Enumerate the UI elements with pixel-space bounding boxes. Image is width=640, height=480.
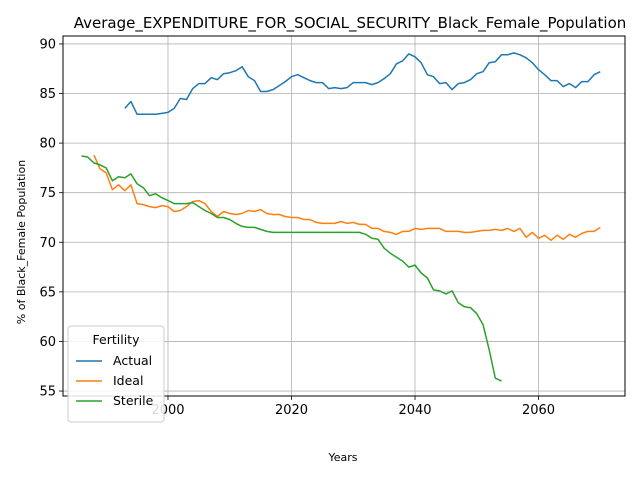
y-tick-label: 85 xyxy=(39,87,56,102)
x-tick-label: 2040 xyxy=(398,403,431,418)
legend-label-ideal: Ideal xyxy=(113,373,143,388)
y-tick-label: 90 xyxy=(39,37,56,52)
y-tick-label: 65 xyxy=(39,285,56,300)
y-tick-label: 70 xyxy=(39,236,56,251)
chart-title: Average_EXPENDITURE_FOR_SOCIAL_SECURITY_… xyxy=(74,14,627,33)
y-tick-label: 80 xyxy=(39,137,56,152)
series-lines xyxy=(81,52,601,382)
y-tick-label: 75 xyxy=(39,186,56,201)
y-axis-ticks: 55 60 65 70 75 80 85 90 xyxy=(39,37,63,400)
y-axis-label: % of Black_Female Population xyxy=(15,160,28,324)
series-line-sterile xyxy=(81,155,502,382)
x-axis-label: Years xyxy=(327,451,357,464)
plot-frame xyxy=(62,35,626,397)
legend-label-actual: Actual xyxy=(113,353,152,368)
y-tick-label: 60 xyxy=(39,335,56,350)
x-tick-label: 2060 xyxy=(522,403,555,418)
series-line-ideal xyxy=(93,154,601,242)
series-line-actual xyxy=(124,52,601,116)
x-tick-label: 2020 xyxy=(275,403,308,418)
legend-label-sterile: Sterile xyxy=(113,393,154,408)
x-axis-ticks: 2000 2020 2040 2060 xyxy=(151,396,555,418)
y-tick-label: 55 xyxy=(39,385,56,400)
legend-box xyxy=(67,325,165,423)
legend: Fertility Actual Ideal Sterile xyxy=(67,325,165,423)
legend-title: Fertility xyxy=(93,332,141,347)
